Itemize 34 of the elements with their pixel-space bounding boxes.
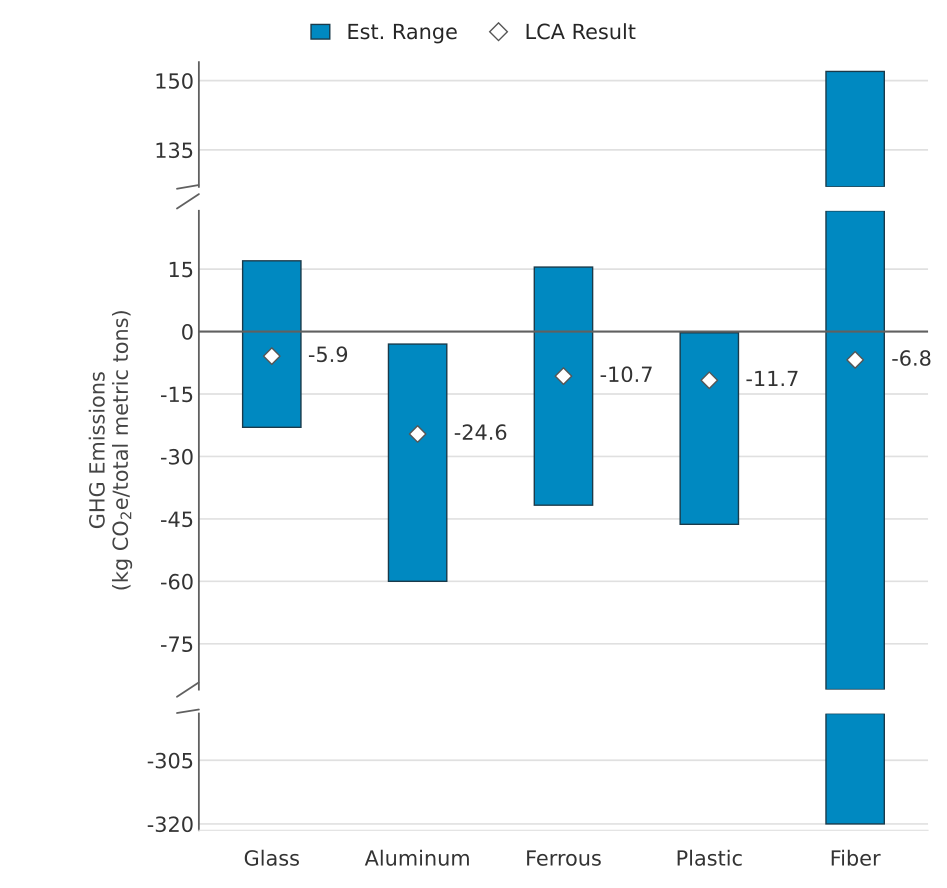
data-label: -5.9: [308, 346, 348, 362]
x-tick-label: Ferrous: [527, 850, 601, 866]
x-tick-label: Fiber: [832, 850, 881, 866]
y-tick-label: -45: [161, 512, 192, 528]
point: [700, 371, 718, 390]
point: [262, 347, 281, 366]
point: [408, 425, 427, 443]
data-label: -11.7: [746, 370, 798, 386]
y-tick-label: -305: [148, 752, 192, 768]
bar: [388, 343, 448, 582]
data-label: -24.6: [454, 424, 506, 440]
y-axis-title: GHG Emissions (kg CO$_{2}$e/total metric tons): [88, 311, 132, 590]
data-label: -10.7: [600, 366, 652, 382]
y-tick-label: -320: [148, 816, 193, 832]
legend-label: Est. Range: [348, 24, 457, 44]
bar: [242, 260, 302, 428]
bar: [679, 332, 740, 526]
y-tick-label: -30: [161, 448, 193, 465]
x-tick-label: Aluminum: [364, 850, 469, 866]
y-tick-label: -60: [161, 574, 193, 590]
point: [554, 367, 572, 386]
y-tick-label: -75: [161, 636, 192, 652]
bar: [534, 266, 594, 506]
y-tick-label: 15: [170, 262, 192, 278]
x-tick-label: Glass: [244, 850, 299, 866]
y-tick-label: 150: [156, 73, 193, 89]
x-tick-label: Plastic: [678, 850, 742, 866]
y-tick-label: -15: [161, 386, 192, 402]
point: [846, 350, 864, 369]
y-tick-label: 0: [182, 324, 193, 340]
data-label: -6.8: [892, 350, 930, 366]
legend-label: LCA Result: [526, 23, 636, 40]
bar: [825, 210, 886, 690]
y-tick-label: 135: [156, 142, 192, 158]
